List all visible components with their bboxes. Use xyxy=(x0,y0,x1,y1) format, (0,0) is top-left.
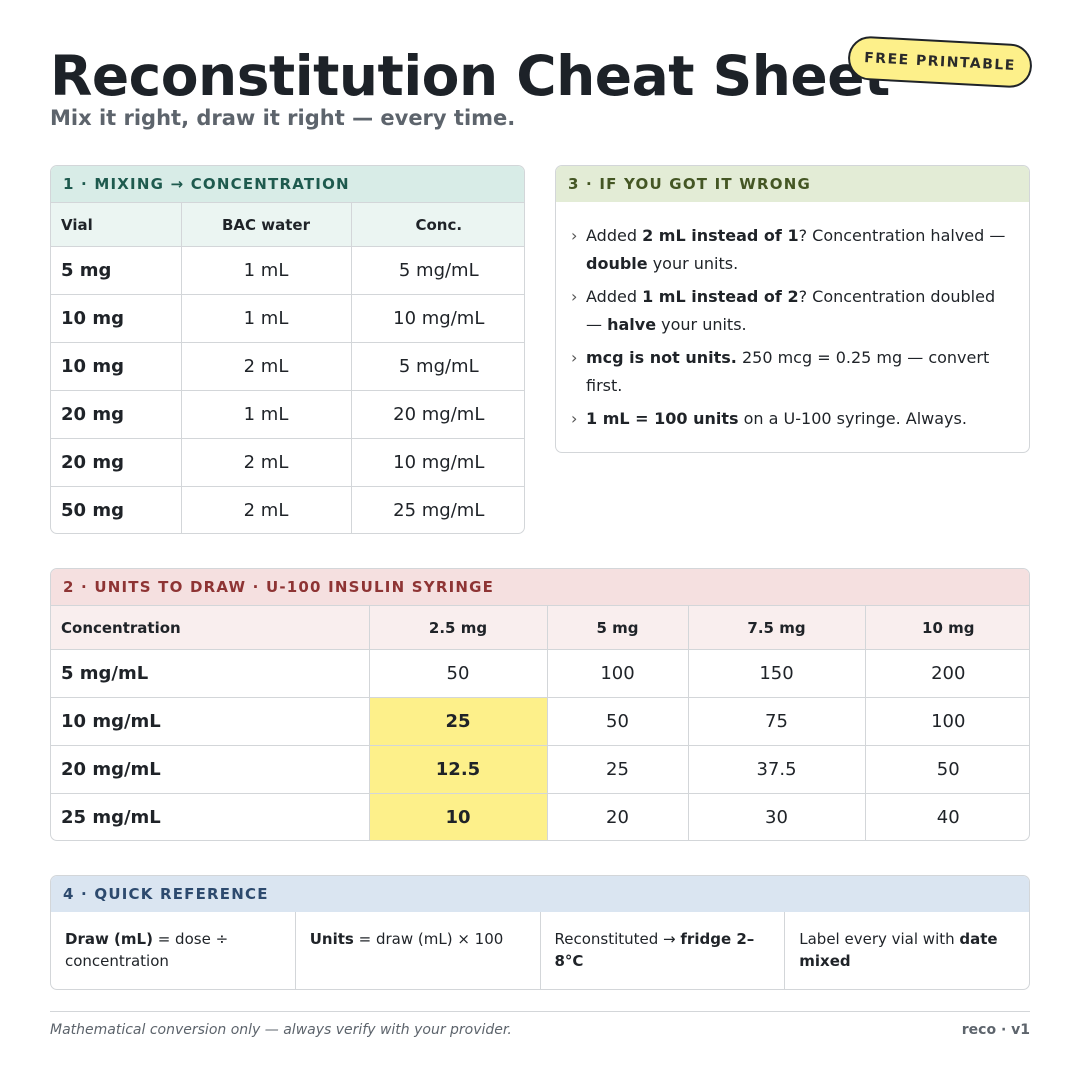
table-row: 25 mg/mL 10 20 30 40 xyxy=(51,793,1029,840)
reference-cell: Label every vial with date mixed xyxy=(799,930,998,970)
mixing-vial-cell: 10 mg xyxy=(51,294,182,343)
mixing-conc-cell: 5 mg/mL xyxy=(350,246,524,295)
mixing-vial-cell: 50 mg xyxy=(51,486,182,533)
table-row: 20 mg/mL 12.5 25 37.5 50 xyxy=(51,745,1029,794)
table-row: 20 mg 1 mL 20 mg/mL xyxy=(51,390,524,439)
tip-text: 1 mL = 100 units on a U-100 syringe. Alw… xyxy=(586,409,967,428)
mistakes-card: 3 · IF YOU GOT IT WRONG › Added 2 mL inst… xyxy=(555,165,1030,453)
units-value-cell: 50 xyxy=(864,745,1029,794)
list-item: › 1 mL = 100 units on a U-100 syringe. Al… xyxy=(571,405,1015,433)
mixing-water-cell: 1 mL xyxy=(180,246,352,295)
quick-reference-row: Draw (mL) = dose ÷ concentration Units =… xyxy=(51,912,1029,989)
units-value-cell: 25 xyxy=(546,745,689,794)
units-value-cell: 37.5 xyxy=(687,745,866,794)
list-item: › mcg is not units. 250 mcg = 0.25 mg — c… xyxy=(571,344,1015,400)
mixing-conc-cell: 20 mg/mL xyxy=(350,390,524,439)
mixing-conc-cell: 10 mg/mL xyxy=(350,438,524,487)
units-highlight-cell: 10 xyxy=(368,793,548,840)
mixing-vial-cell: 20 mg xyxy=(51,390,182,439)
units-value-cell: 30 xyxy=(687,793,866,840)
table-row: 5 mg 1 mL 5 mg/mL xyxy=(51,246,524,295)
units-conc-cell: 20 mg/mL xyxy=(51,745,370,794)
quick-reference-card: 4 · QUICK REFERENCE Draw (mL) = dose ÷ c… xyxy=(50,875,1030,990)
units-value-cell: 40 xyxy=(864,793,1029,840)
reference-cell: Draw (mL) = dose ÷ concentration xyxy=(51,912,296,989)
quick-reference-heading: 4 · QUICK REFERENCE xyxy=(51,876,1029,912)
units-value-cell: 75 xyxy=(687,697,866,746)
mixing-conc-cell: 10 mg/mL xyxy=(350,294,524,343)
mixing-heading: 1 · MIXING → CONCENTRATION xyxy=(51,166,524,202)
tip-text: mcg is not units. 250 mcg = 0.25 mg — co… xyxy=(586,348,990,395)
chevron-right-icon: › xyxy=(571,226,578,245)
units-table: Concentration 2.5 mg 5 mg 7.5 mg 10 mg 5… xyxy=(51,605,1029,840)
units-value-cell: 200 xyxy=(864,649,1029,698)
table-row: 10 mg 2 mL 5 mg/mL xyxy=(51,342,524,391)
table-row: 50 mg 2 mL 25 mg/mL xyxy=(51,486,524,533)
mixing-table: Vial BAC water Conc. 5 mg 1 mL 5 mg/mL 1… xyxy=(51,202,524,533)
mixing-vial-cell: 10 mg xyxy=(51,342,182,391)
list-item: › Added 1 mL instead of 2? Concentration … xyxy=(571,283,1015,339)
mixing-col-bac-water: BAC water xyxy=(180,202,352,247)
mistakes-list: › Added 2 mL instead of 1? Concentration … xyxy=(556,202,1029,433)
units-value-cell: 50 xyxy=(546,697,689,746)
units-conc-cell: 10 mg/mL xyxy=(51,697,370,746)
reference-cell: Units = draw (mL) × 100 xyxy=(296,912,541,989)
units-heading: 2 · UNITS TO DRAW · U-100 INSULIN SYRING… xyxy=(51,569,1029,605)
mixing-vial-cell: 5 mg xyxy=(51,246,182,295)
units-value-cell: 100 xyxy=(864,697,1029,746)
footer-disclaimer: Mathematical conversion only — always ve… xyxy=(50,1022,512,1038)
mixing-water-cell: 2 mL xyxy=(180,438,352,487)
mixing-card: 1 · MIXING → CONCENTRATION Vial BAC wate… xyxy=(50,165,525,534)
table-row: 10 mg 1 mL 10 mg/mL xyxy=(51,294,524,343)
mixing-water-cell: 2 mL xyxy=(180,486,352,533)
footer-version: reco · v1 xyxy=(961,1022,1030,1038)
page-subtitle: Mix it right, draw it right — every time… xyxy=(50,106,516,130)
mixing-conc-cell: 25 mg/mL xyxy=(350,486,524,533)
mixing-col-conc: Conc. xyxy=(350,202,524,247)
units-value-cell: 20 xyxy=(546,793,689,840)
footer-divider xyxy=(50,1011,1030,1012)
units-conc-cell: 25 mg/mL xyxy=(51,793,370,840)
units-card: 2 · UNITS TO DRAW · U-100 INSULIN SYRING… xyxy=(50,568,1030,841)
units-highlight-cell: 12.5 xyxy=(368,745,548,794)
units-col-dose: 10 mg xyxy=(864,605,1029,650)
units-value-cell: 150 xyxy=(687,649,866,698)
chevron-right-icon: › xyxy=(571,409,578,428)
list-item: › Added 2 mL instead of 1? Concentration … xyxy=(571,222,1015,278)
chevron-right-icon: › xyxy=(571,287,578,306)
chevron-right-icon: › xyxy=(571,348,578,367)
units-col-dose: 2.5 mg xyxy=(368,605,548,650)
mixing-vial-cell: 20 mg xyxy=(51,438,182,487)
tip-text: Added 1 mL instead of 2? Concentration d… xyxy=(586,287,996,334)
units-col-dose: 5 mg xyxy=(546,605,689,650)
units-value-cell: 50 xyxy=(368,649,548,698)
page-title: Reconstitution Cheat Sheet xyxy=(50,44,890,108)
table-row: 5 mg/mL 50 100 150 200 xyxy=(51,649,1029,698)
units-col-concentration: Concentration xyxy=(51,605,370,650)
mixing-water-cell: 1 mL xyxy=(180,294,352,343)
mixing-water-cell: 1 mL xyxy=(180,390,352,439)
units-conc-cell: 5 mg/mL xyxy=(51,649,370,698)
units-highlight-cell: 25 xyxy=(368,697,548,746)
reference-cell: Reconstituted → fridge 2–8°C xyxy=(541,912,786,989)
units-col-dose: 7.5 mg xyxy=(687,605,866,650)
mistakes-heading: 3 · IF YOU GOT IT WRONG xyxy=(556,166,1029,202)
mixing-conc-cell: 5 mg/mL xyxy=(350,342,524,391)
units-value-cell: 100 xyxy=(546,649,689,698)
mixing-col-vial: Vial xyxy=(51,202,182,247)
mixing-water-cell: 2 mL xyxy=(180,342,352,391)
tip-text: Added 2 mL instead of 1? Concentration h… xyxy=(586,226,1006,273)
table-row: 10 mg/mL 25 50 75 100 xyxy=(51,697,1029,746)
table-row: 20 mg 2 mL 10 mg/mL xyxy=(51,438,524,487)
